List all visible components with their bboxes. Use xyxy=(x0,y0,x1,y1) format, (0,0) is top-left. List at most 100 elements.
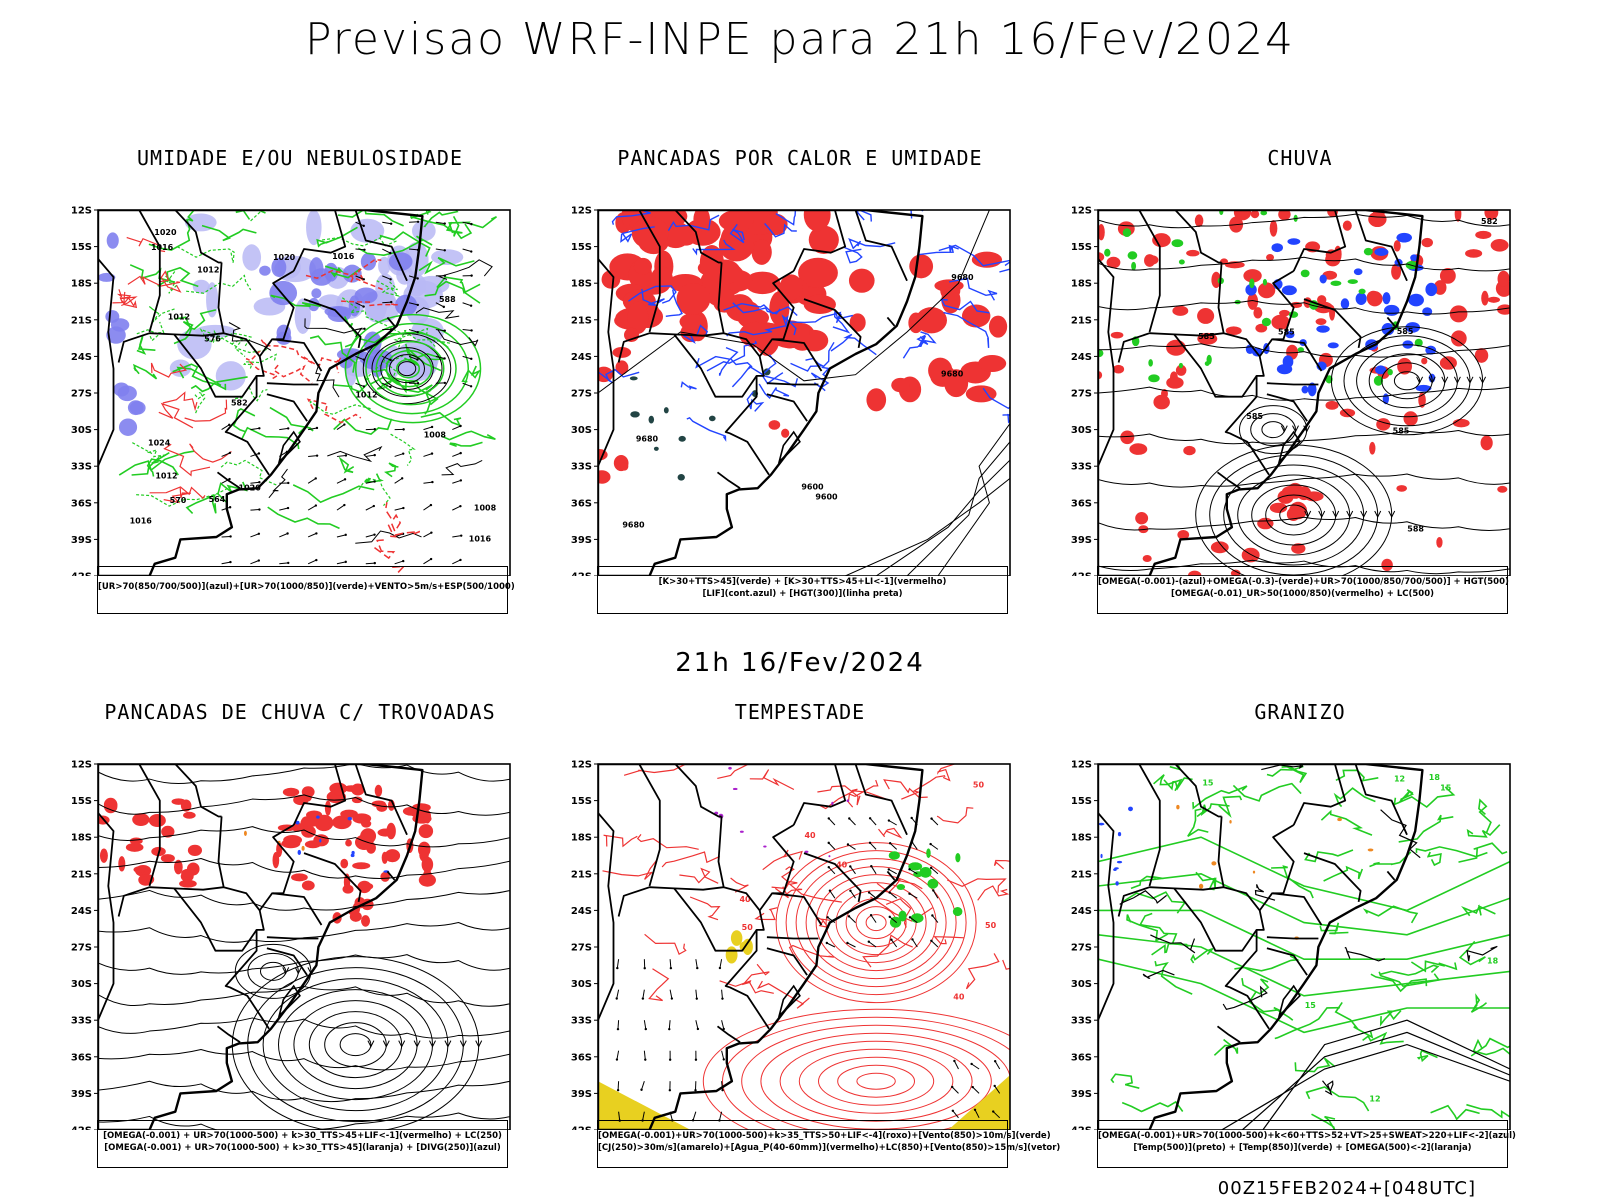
wind-vector-head xyxy=(929,866,933,870)
state-border xyxy=(1303,852,1362,903)
wind-vector-head xyxy=(848,817,851,820)
streamline xyxy=(1223,464,1365,566)
field-patch xyxy=(1276,364,1293,375)
panel-title: UMIDADE E/OU NEBULOSIDADE xyxy=(136,146,464,170)
contour-line xyxy=(1369,851,1412,868)
wind-vector xyxy=(888,820,897,826)
wind-vector-head xyxy=(459,424,462,428)
contour-label: 1012 xyxy=(168,312,190,321)
contour-line xyxy=(405,343,445,361)
panel-chuva: CHUVA 585 582 588 585 585 585 585 12S 15S 18S 21S 24… xyxy=(1060,146,1540,616)
contour-line xyxy=(1241,977,1270,995)
streamline xyxy=(247,967,464,1123)
field-patch xyxy=(978,354,1007,373)
contour-line xyxy=(775,842,977,1004)
field-patch xyxy=(1131,261,1137,271)
field-patch xyxy=(1433,280,1447,295)
state-border xyxy=(1354,764,1408,836)
wind-vector xyxy=(355,355,365,361)
field-patch xyxy=(1266,254,1275,261)
lagoa-dos-patos xyxy=(277,430,301,464)
contour-line xyxy=(1274,1006,1340,1040)
streamline xyxy=(1098,430,1510,445)
contour-label: 40 xyxy=(836,860,848,869)
wind-vector-head xyxy=(400,477,404,480)
lat-label: 33S xyxy=(1071,462,1092,473)
contour-line xyxy=(788,944,835,958)
contour-line xyxy=(186,274,252,294)
contour-line xyxy=(729,223,745,244)
field-patch xyxy=(1129,443,1148,455)
field-patch xyxy=(828,855,831,858)
contour-line xyxy=(376,280,401,297)
field-patch xyxy=(849,313,866,332)
wind-vector-head xyxy=(929,842,932,846)
field-patch xyxy=(1183,445,1196,456)
field-patch xyxy=(1383,304,1400,316)
field-patch xyxy=(891,377,910,393)
contour-line xyxy=(437,259,493,280)
coastline xyxy=(598,764,924,1130)
wind-vector-head xyxy=(867,891,871,894)
field-patch xyxy=(148,813,166,828)
field-patch xyxy=(1219,210,1224,215)
field-patch xyxy=(1340,298,1350,310)
contour-label: 1016 xyxy=(130,516,153,525)
map-pancadas-calor: 9680 9680 9680 9600 9680 9600 12S 15S 18S 21S 24S 2… xyxy=(571,206,1011,576)
contour-line xyxy=(173,320,194,345)
contour-line xyxy=(397,361,417,377)
field-patch xyxy=(1315,318,1327,326)
state-border xyxy=(886,870,896,881)
wind-vector-head xyxy=(343,503,346,507)
streamline xyxy=(98,889,510,911)
state-border xyxy=(1266,936,1319,940)
field-patch xyxy=(1113,868,1117,872)
panel-title: TEMPESTADE xyxy=(734,700,866,724)
temp850-contour xyxy=(1098,872,1510,936)
wind-vector xyxy=(642,1111,645,1121)
panel-title: GRANIZO xyxy=(1254,700,1346,724)
wind-vector xyxy=(931,818,939,826)
field-patch xyxy=(739,830,744,833)
lagoa-dos-patos xyxy=(777,984,801,1018)
field-patch xyxy=(601,270,621,289)
contour-label: 1008 xyxy=(424,431,447,440)
contour-line xyxy=(844,246,863,264)
wind-vector-head xyxy=(932,889,935,892)
contour-line xyxy=(938,244,1010,267)
field-patch xyxy=(1358,288,1366,295)
contour-line xyxy=(174,309,217,330)
wind-vector-head xyxy=(846,843,850,846)
contour-line xyxy=(1458,940,1486,966)
legend-box: [K>30+TTS>45](verde) + [K>30+TTS>45+LI<-… xyxy=(597,566,1008,614)
streamline xyxy=(1368,353,1446,409)
wind-vector xyxy=(394,477,403,484)
wind-vector-head xyxy=(389,251,392,255)
contour-line xyxy=(1466,824,1501,838)
lat-label: 36S xyxy=(71,1052,92,1063)
state-border xyxy=(266,382,319,386)
lat-label: 12S xyxy=(571,206,592,217)
wind-vector-head xyxy=(344,533,347,537)
state-border xyxy=(1098,258,1115,467)
field-patch xyxy=(650,266,673,292)
contour-line xyxy=(1138,912,1178,944)
lat-label: 30S xyxy=(71,425,92,436)
lat-label: 27S xyxy=(571,389,592,400)
streamline xyxy=(98,826,510,848)
contour-line xyxy=(362,333,452,405)
state-border xyxy=(1098,812,1115,1021)
wind-vector-head xyxy=(669,966,673,970)
lat-label: 27S xyxy=(71,389,92,400)
wind-vector xyxy=(847,844,856,850)
contour-line xyxy=(1410,960,1458,973)
field-patch xyxy=(1285,330,1295,339)
wind-vector xyxy=(692,1111,697,1121)
contour-line xyxy=(977,885,1010,901)
field-patch xyxy=(1422,307,1433,317)
wind-vector-head xyxy=(257,452,261,455)
field-patch xyxy=(1497,304,1510,315)
state-border xyxy=(354,764,408,836)
field-patch xyxy=(915,307,947,334)
state-border xyxy=(173,887,258,952)
